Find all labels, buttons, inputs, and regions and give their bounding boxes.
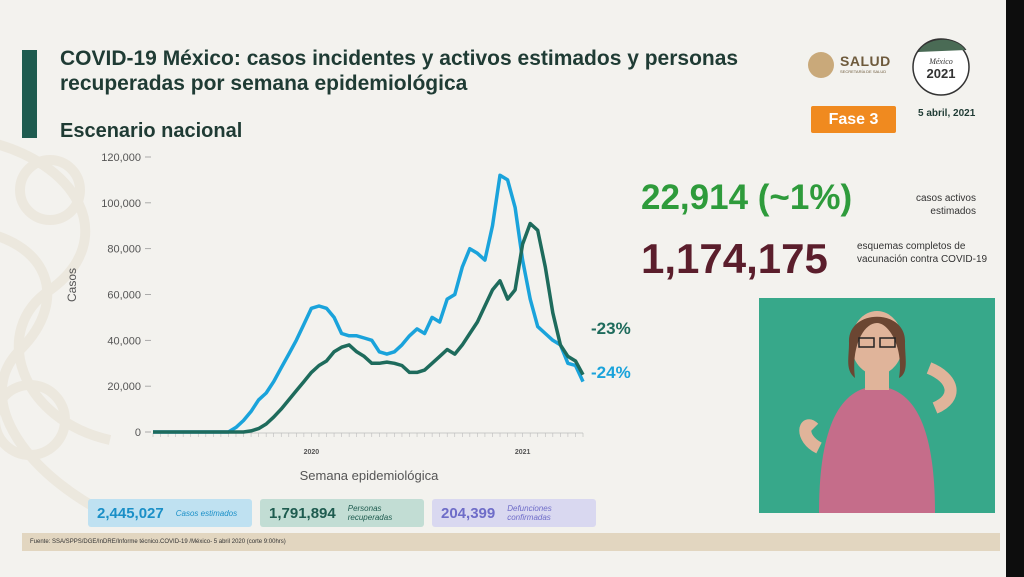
x-axis: 2020 2021 Semana epidemiológica Casos <box>65 268 584 483</box>
estimated-cases-box: 2,445,027 Casos estimados <box>88 499 252 527</box>
series-end-label: -24% <box>591 363 631 382</box>
vaccination-value: 1,174,175 <box>641 235 828 282</box>
y-tick-label: 40,000 <box>107 335 141 347</box>
page-subtitle: Escenario nacional <box>60 120 243 142</box>
deaths-value: 204,399 <box>441 504 496 522</box>
recovered-box: 1,791,894 Personas recuperadas <box>260 499 424 527</box>
seal-icon <box>808 52 834 78</box>
y-axis-ticks: 0 20,000 40,000 60,000 80,000 100,000 120,000 <box>101 152 151 439</box>
sign-language-interpreter <box>759 298 995 513</box>
y-tick-label: 120,000 <box>101 152 141 164</box>
interpreter-figure <box>799 311 957 513</box>
series-line-recovered <box>153 221 585 434</box>
salud-logo-text: SALUD <box>840 53 891 69</box>
x-year-label: 2020 <box>304 449 320 456</box>
chart-labels: -24% -23% <box>591 319 631 382</box>
x-axis-label: Semana epidemiológica <box>300 468 440 483</box>
y-tick-label: 100,000 <box>101 198 141 210</box>
phase-badge: Fase 3 <box>811 106 896 133</box>
estimated-cases-value: 2,445,027 <box>97 504 164 522</box>
active-cases-value: 22,914 (~1%) <box>641 178 853 217</box>
y-tick-label: 0 <box>135 427 141 439</box>
y-tick-label: 80,000 <box>107 244 141 256</box>
recovered-label: Personas recuperadas <box>347 504 393 522</box>
active-cases-label: casos activos estimados <box>915 193 976 217</box>
salud-logo-subtext: SECRETARÍA DE SALUD <box>840 69 887 74</box>
x-year-label: 2021 <box>515 449 531 456</box>
svg-text:2021: 2021 <box>927 66 956 81</box>
source-footer: Fuente: SSA/SPPS/DGE/InDRE/Informe técni… <box>22 533 1000 551</box>
y-tick-label: 60,000 <box>107 290 141 302</box>
decorative-pattern <box>0 139 123 525</box>
series-end-label: -23% <box>591 319 631 338</box>
estimated-cases-label: Casos estimados <box>175 508 238 518</box>
vaccination-label: esquemas completos de vacunación contra … <box>857 241 988 265</box>
title-accent-bar <box>22 50 37 138</box>
y-tick-label: 20,000 <box>107 381 141 393</box>
deaths-label: Defunciones confirmadas <box>507 504 552 522</box>
mexico-2021-logo: México 2021 <box>912 38 970 96</box>
series-line-cases <box>153 173 585 434</box>
salud-logo: SALUD SECRETARÍA DE SALUD <box>808 52 898 78</box>
svg-text:México: México <box>928 57 953 66</box>
page-title: COVID-19 México: casos incidentes y acti… <box>60 47 739 95</box>
y-axis-label: Casos <box>65 268 79 302</box>
deaths-box: 204,399 Defunciones confirmadas <box>432 499 596 527</box>
recovered-value: 1,791,894 <box>269 504 336 522</box>
report-date: 5 abril, 2021 <box>918 108 976 119</box>
chart-series <box>153 173 585 434</box>
